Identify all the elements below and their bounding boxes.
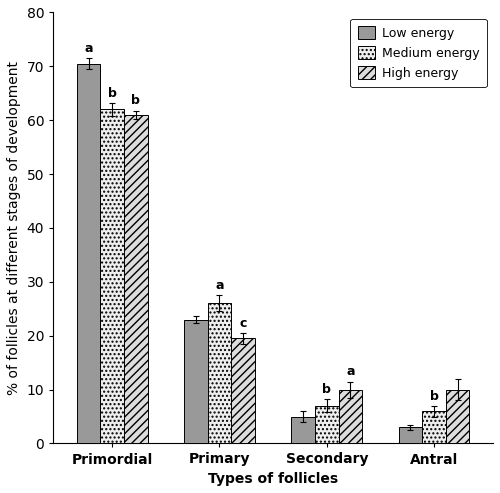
Text: a: a [346,365,354,378]
Text: c: c [240,317,246,330]
Bar [184,319,208,444]
Text: b: b [132,94,140,107]
Bar [208,303,232,444]
Y-axis label: % of follicles at different stages of development: % of follicles at different stages of de… [7,61,21,395]
X-axis label: Types of follicles: Types of follicles [208,472,338,486]
Text: a: a [84,42,93,55]
Bar [232,338,255,444]
Text: b: b [430,389,438,402]
Text: b: b [108,87,116,100]
Bar [315,406,338,444]
Bar [446,389,469,444]
Bar [100,109,124,444]
Bar [422,411,446,444]
Bar [77,64,100,444]
Bar [398,427,422,444]
Text: b: b [322,383,331,396]
Bar [338,389,362,444]
Bar [124,115,148,444]
Legend: Low energy, Medium energy, High energy: Low energy, Medium energy, High energy [350,19,487,87]
Bar [292,417,315,444]
Text: a: a [215,279,224,292]
